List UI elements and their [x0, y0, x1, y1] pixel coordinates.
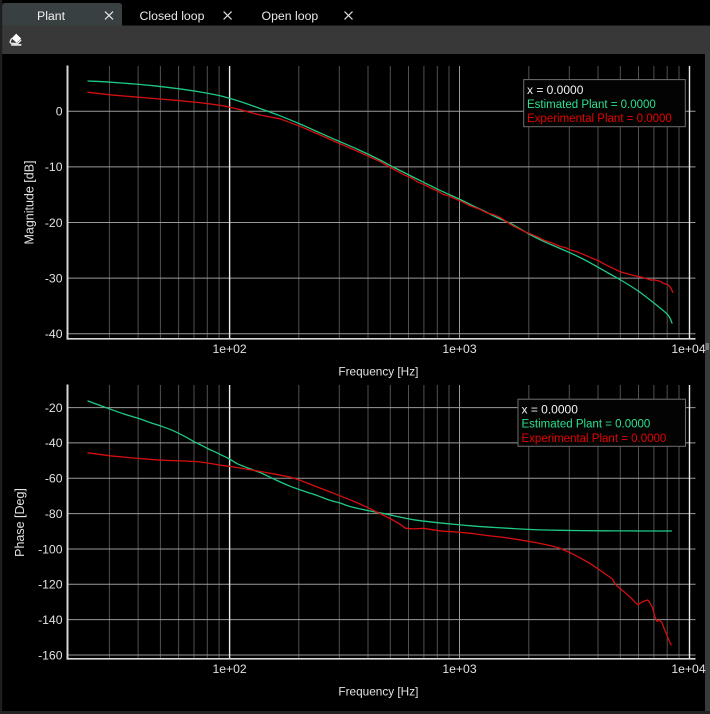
svg-text:-30: -30 — [45, 271, 63, 285]
svg-text:-120: -120 — [38, 578, 63, 592]
svg-text:-160: -160 — [38, 648, 63, 662]
svg-text:1e+04: 1e+04 — [671, 662, 705, 676]
svg-text:1e+04: 1e+04 — [671, 342, 705, 356]
svg-text:Phase [Deg]: Phase [Deg] — [13, 488, 27, 557]
svg-text:-20: -20 — [45, 216, 63, 230]
svg-text:Experimental Plant = 0.0000: Experimental Plant = 0.0000 — [522, 433, 667, 445]
svg-text:Closed loop: Closed loop — [140, 9, 205, 23]
svg-text:-20: -20 — [45, 401, 63, 415]
svg-text:-10: -10 — [45, 160, 63, 174]
svg-text:1e+03: 1e+03 — [442, 342, 476, 356]
svg-text:-80: -80 — [45, 507, 63, 521]
svg-text:-40: -40 — [45, 327, 63, 341]
svg-text:Frequency [Hz]: Frequency [Hz] — [338, 684, 418, 698]
svg-text:Experimental Plant = 0.0000: Experimental Plant = 0.0000 — [527, 113, 672, 125]
svg-text:Plant: Plant — [37, 9, 66, 23]
svg-text:Magnitude [dB]: Magnitude [dB] — [23, 160, 37, 244]
svg-text:1e+03: 1e+03 — [442, 662, 476, 676]
svg-text:Frequency [Hz]: Frequency [Hz] — [338, 365, 418, 379]
svg-text:Estimated Plant = 0.0000: Estimated Plant = 0.0000 — [522, 419, 651, 431]
svg-text:1e+02: 1e+02 — [212, 342, 246, 356]
svg-text:x = 0.0000: x = 0.0000 — [522, 402, 579, 416]
svg-text:Estimated Plant = 0.0000: Estimated Plant = 0.0000 — [527, 99, 656, 111]
svg-text:-100: -100 — [38, 542, 63, 556]
svg-text:-140: -140 — [38, 613, 63, 627]
svg-text:Open loop: Open loop — [262, 9, 319, 23]
svg-text:x = 0.0000: x = 0.0000 — [527, 83, 584, 97]
svg-text:-40: -40 — [45, 436, 63, 450]
svg-text:-60: -60 — [45, 472, 63, 486]
svg-text:1e+02: 1e+02 — [212, 662, 246, 676]
svg-text:0: 0 — [56, 105, 63, 119]
